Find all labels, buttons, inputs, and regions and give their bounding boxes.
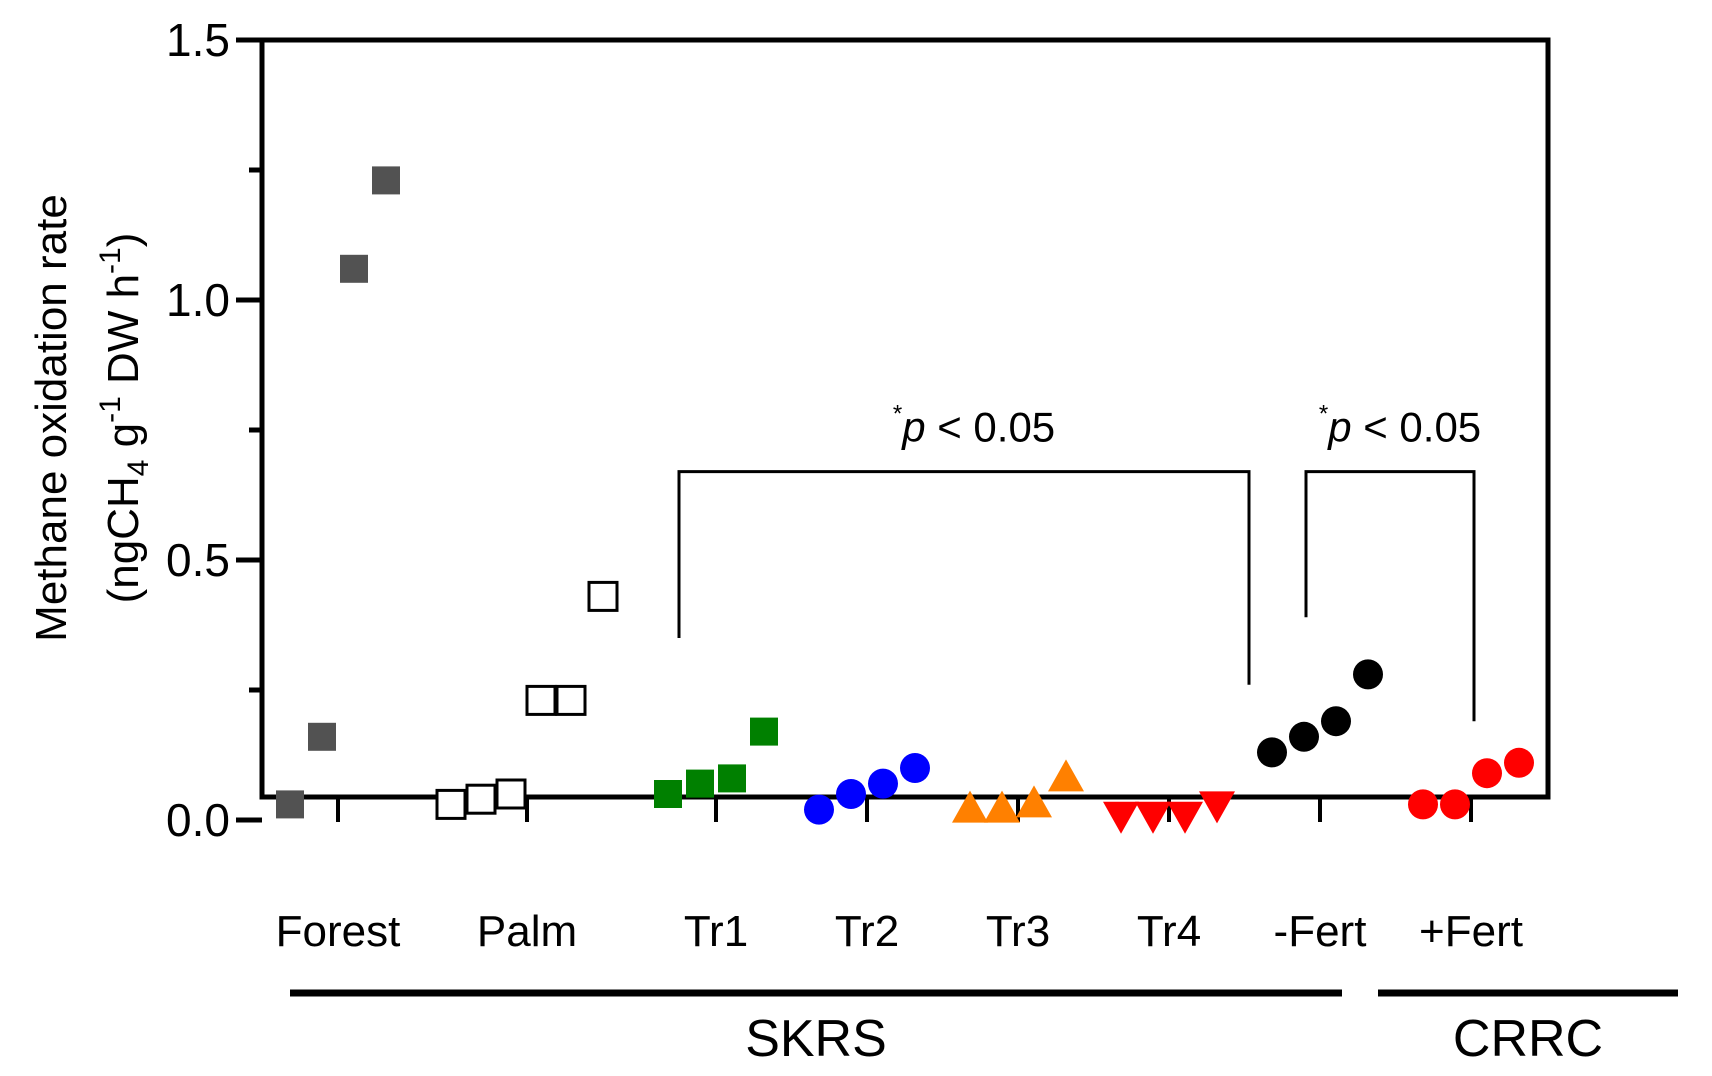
y-axis-label-line2: (ngCH4 g-1 DW h-1) [94, 233, 155, 604]
significance-threshold: < 0.05 [926, 404, 1056, 451]
significance-annotations: *p < 0.05 *p < 0.05 [677, 401, 1481, 722]
data-point-triangle-up [1048, 759, 1084, 792]
y-axis-label-units-sub: 4 [122, 460, 155, 477]
y-axis-label-units-pre: (ngCH [99, 476, 148, 603]
data-point-circle [1257, 737, 1287, 768]
data-point-triangle-down [1167, 801, 1203, 834]
x-axis: Forest Palm Tr1 Tr2 Tr3 Tr4 -Fert +Fert [276, 797, 1523, 956]
significance-bracket [1304, 470, 1476, 722]
x-tick-label: Tr4 [1137, 907, 1201, 956]
data-point-triangle-down [1199, 791, 1235, 824]
data-point-circle [1440, 789, 1470, 820]
x-tick-label: Tr2 [835, 907, 899, 956]
data-point-square [718, 764, 746, 793]
y-axis-label-units-post: ) [99, 233, 148, 248]
data-point-square [587, 580, 619, 612]
data-point-square [372, 166, 400, 195]
significance-label: *p < 0.05 [893, 401, 1055, 451]
data-point-circle [900, 753, 930, 783]
y-tick-label: 0.0 [166, 794, 230, 846]
data-point-square [308, 722, 336, 751]
y-tick-label: 0.5 [166, 534, 230, 586]
data-markers [276, 166, 1534, 834]
group-label: SKRS [745, 1010, 887, 1068]
significance-p: p [1326, 404, 1351, 451]
significance-bracket [677, 470, 1251, 685]
y-axis-label-line1: Methane oxidation rate [27, 194, 76, 642]
data-point-square [495, 778, 527, 810]
y-axis-label-units-sup2: -1 [94, 247, 127, 274]
significance-threshold: < 0.05 [1352, 404, 1482, 451]
data-point-square [525, 684, 557, 716]
data-point-square [686, 769, 714, 798]
data-point-circle [1504, 747, 1534, 778]
x-tick-label: Forest [276, 907, 401, 956]
y-axis-label-units-mid2: DW h [99, 274, 148, 396]
significance-star: * [1319, 401, 1328, 428]
y-axis: 0.0 0.5 1.0 1.5 [166, 14, 262, 846]
data-point-square [435, 788, 467, 820]
data-point-triangle-up [952, 790, 988, 823]
significance-p: p [900, 404, 925, 451]
x-tick-label: -Fert [1274, 907, 1367, 956]
data-point-square [555, 684, 587, 716]
data-point-square [276, 790, 304, 819]
plot-border [259, 37, 1551, 800]
data-point-square [654, 780, 682, 808]
data-point-triangle-up [984, 790, 1020, 823]
x-tick-label: +Fert [1419, 907, 1523, 956]
data-point-square [340, 254, 368, 283]
data-point-triangle-down [1135, 801, 1171, 834]
x-tick-label: Palm [477, 907, 577, 956]
data-point-circle [1353, 659, 1383, 690]
data-point-circle [868, 768, 898, 799]
data-point-circle [1289, 721, 1319, 752]
data-point-square [750, 717, 778, 746]
data-point-triangle-down [1103, 801, 1139, 834]
data-point-circle [1321, 706, 1351, 737]
group-label: CRRC [1453, 1010, 1603, 1068]
group-labels: SKRS CRRC [290, 989, 1678, 1068]
y-tick-label: 1.0 [166, 274, 230, 326]
significance-star: * [893, 401, 902, 428]
data-point-circle [1472, 758, 1502, 789]
y-axis-label-units-mid1: g [99, 423, 148, 460]
x-tick-label: Tr3 [986, 907, 1050, 956]
significance-label: *p < 0.05 [1319, 401, 1481, 451]
data-point-triangle-up [1016, 785, 1052, 818]
data-point-square [465, 783, 497, 815]
data-point-circle [1408, 789, 1438, 820]
x-tick-label: Tr1 [684, 907, 748, 956]
data-point-circle [836, 779, 866, 809]
y-tick-label: 1.5 [166, 14, 230, 66]
data-point-circle [804, 794, 834, 825]
plot-frame [259, 37, 1551, 800]
y-axis-label-units-sup1: -1 [94, 396, 127, 423]
